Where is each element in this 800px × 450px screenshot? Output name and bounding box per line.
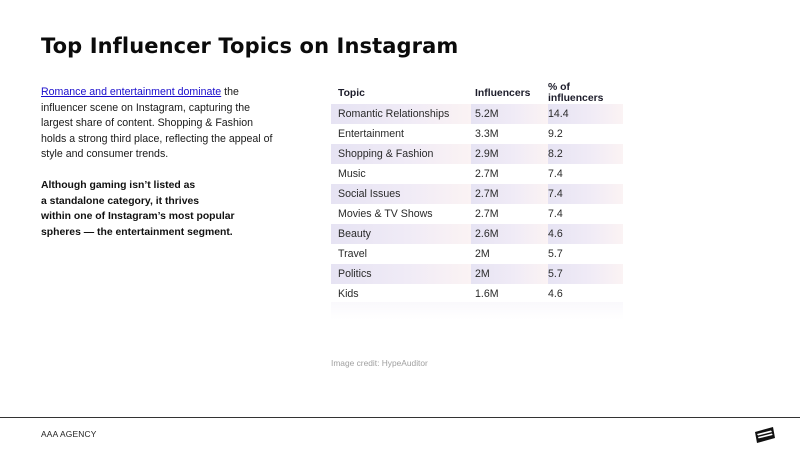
gaming-note-line: Although gaming isn’t listed as <box>41 180 196 191</box>
cell-topic: Beauty <box>331 224 471 244</box>
cell-topic: Entertainment <box>338 128 404 140</box>
gaming-note: Although gaming isn’t listed as a standa… <box>41 178 281 240</box>
cell-topic: Kids <box>338 288 359 300</box>
intro-text: the influencer scene on Instagram, captu… <box>41 86 273 161</box>
cell-percent: 7.4 <box>548 168 563 180</box>
image-credit: Image credit: HypeAuditor <box>331 358 428 368</box>
cell-influencers: 2.6M <box>471 224 548 244</box>
cell-percent: 8.2 <box>548 144 623 164</box>
table-row: Beauty 2.6M 4.6 <box>331 224 623 244</box>
cell-topic: Travel <box>338 248 368 260</box>
cell-percent: 7.4 <box>548 184 623 204</box>
table-fade <box>331 302 623 320</box>
cell-percent: 4.6 <box>548 288 563 300</box>
table-row: Romantic Relationships 5.2M 14.4 <box>331 104 623 124</box>
cell-topic: Politics <box>331 264 471 284</box>
agency-name: AAA AGENCY <box>41 429 97 439</box>
cell-topic: Music <box>338 168 366 180</box>
cell-topic: Movies & TV Shows <box>338 208 433 220</box>
cell-percent: 4.6 <box>548 224 623 244</box>
cell-influencers: 1.6M <box>475 288 499 300</box>
topics-table-image: Topic Influencers % of influencers Roman… <box>331 82 623 320</box>
cell-influencers: 2.7M <box>471 184 548 204</box>
table-row: Travel 2M 5.7 <box>331 244 623 264</box>
intro-link[interactable]: Romance and entertainment dominate <box>41 86 222 98</box>
gaming-note-line: a standalone category, it thrives <box>41 195 200 207</box>
table-row: Politics 2M 5.7 <box>331 264 623 284</box>
header-topic: Topic <box>338 87 365 99</box>
table-row: Entertainment 3.3M 9.2 <box>331 124 623 144</box>
table-row: Shopping & Fashion 2.9M 8.2 <box>331 144 623 164</box>
cell-influencers: 5.2M <box>471 104 548 124</box>
table-row: Kids 1.6M 4.6 <box>331 284 623 304</box>
header-influencers: Influencers <box>475 87 531 99</box>
cell-topic: Shopping & Fashion <box>331 144 471 164</box>
gaming-note-line: spheres — the entertainment segment. <box>41 226 233 238</box>
cell-influencers: 2M <box>471 264 548 284</box>
table-row: Social Issues 2.7M 7.4 <box>331 184 623 204</box>
table-row: Music 2.7M 7.4 <box>331 164 623 184</box>
cell-percent: 14.4 <box>548 104 623 124</box>
cell-influencers: 2.9M <box>471 144 548 164</box>
footer-divider <box>0 417 800 418</box>
cell-influencers: 2.7M <box>475 168 499 180</box>
cell-percent: 5.7 <box>548 264 623 284</box>
table-header-row: Topic Influencers % of influencers <box>331 82 623 104</box>
cell-influencers: 3.3M <box>475 128 499 140</box>
cell-topic: Social Issues <box>331 184 471 204</box>
agency-logo-icon <box>755 427 775 443</box>
intro-paragraph: Romance and entertainment dominate the i… <box>41 85 281 163</box>
cell-topic: Romantic Relationships <box>331 104 471 124</box>
cell-percent: 5.7 <box>548 248 563 260</box>
topics-table: Topic Influencers % of influencers Roman… <box>331 82 623 304</box>
cell-percent: 7.4 <box>548 208 563 220</box>
cell-influencers: 2M <box>475 248 490 260</box>
table-row: Movies & TV Shows 2.7M 7.4 <box>331 204 623 224</box>
gaming-note-line: within one of Instagram’s most popular <box>41 211 235 223</box>
cell-influencers: 2.7M <box>475 208 499 220</box>
page-title: Top Influencer Topics on Instagram <box>41 34 459 58</box>
cell-percent: 9.2 <box>548 128 563 140</box>
header-percent: % of influencers <box>548 82 604 104</box>
